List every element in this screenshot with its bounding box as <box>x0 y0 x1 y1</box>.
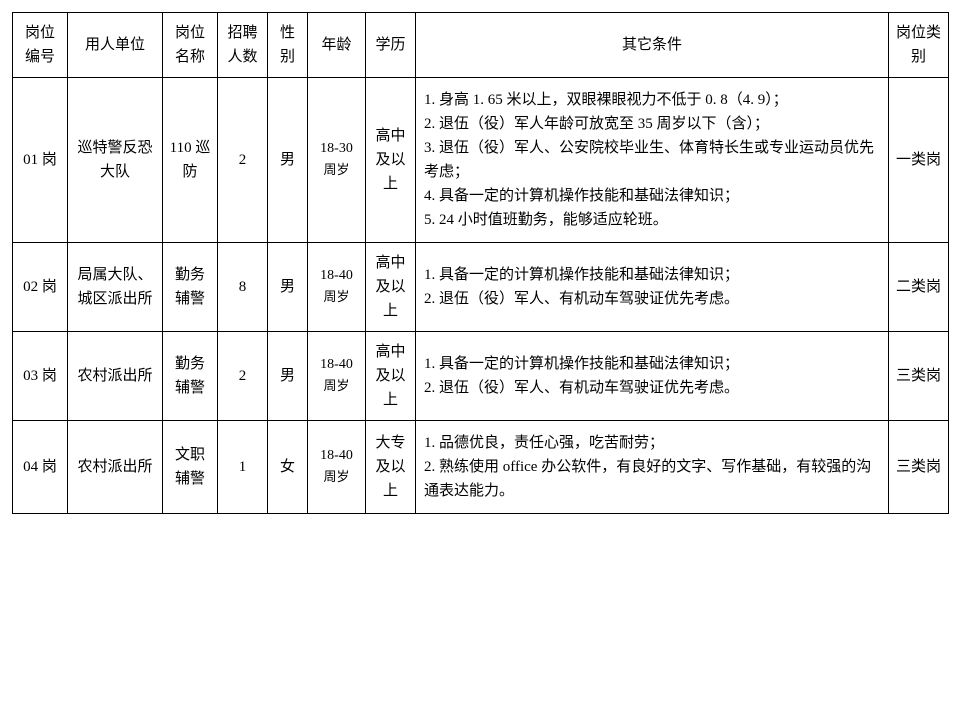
cell-gender: 男 <box>268 78 308 243</box>
table-row: 03 岗农村派出所勤务辅警2男18-40周岁高中及以上1. 具备一定的计算机操作… <box>13 332 949 421</box>
cell-category: 二类岗 <box>889 243 949 332</box>
cell-position: 勤务辅警 <box>163 243 218 332</box>
cell-other-conditions: 1. 具备一定的计算机操作技能和基础法律知识；2. 退伍（役）军人、有机动车驾驶… <box>416 332 889 421</box>
cell-gender: 男 <box>268 332 308 421</box>
cell-other-conditions: 1. 品德优良，责任心强，吃苦耐劳；2. 熟练使用 office 办公软件，有良… <box>416 421 889 514</box>
table-row: 01 岗巡特警反恐大队110 巡防2男18-30周岁高中及以上1. 身高 1. … <box>13 78 949 243</box>
header-education: 学历 <box>366 13 416 78</box>
cell-count: 2 <box>218 332 268 421</box>
cell-category: 三类岗 <box>889 421 949 514</box>
header-age: 年龄 <box>308 13 366 78</box>
header-count: 招聘人数 <box>218 13 268 78</box>
cell-category: 三类岗 <box>889 332 949 421</box>
cell-id: 01 岗 <box>13 78 68 243</box>
cell-unit: 农村派出所 <box>68 332 163 421</box>
cell-education: 高中及以上 <box>366 78 416 243</box>
recruitment-table: 岗位编号 用人单位 岗位名称 招聘人数 性别 年龄 学历 其它条件 岗位类别 0… <box>12 12 949 514</box>
table-row: 02 岗局属大队、城区派出所勤务辅警8男18-40周岁高中及以上1. 具备一定的… <box>13 243 949 332</box>
cell-other-conditions: 1. 具备一定的计算机操作技能和基础法律知识；2. 退伍（役）军人、有机动车驾驶… <box>416 243 889 332</box>
cell-education: 高中及以上 <box>366 243 416 332</box>
cell-category: 一类岗 <box>889 78 949 243</box>
cell-count: 1 <box>218 421 268 514</box>
cell-unit: 巡特警反恐大队 <box>68 78 163 243</box>
table-header-row: 岗位编号 用人单位 岗位名称 招聘人数 性别 年龄 学历 其它条件 岗位类别 <box>13 13 949 78</box>
cell-gender: 男 <box>268 243 308 332</box>
cell-age: 18-40周岁 <box>308 421 366 514</box>
cell-id: 02 岗 <box>13 243 68 332</box>
cell-position: 勤务辅警 <box>163 332 218 421</box>
header-position: 岗位名称 <box>163 13 218 78</box>
cell-age: 18-40周岁 <box>308 243 366 332</box>
cell-other-conditions: 1. 身高 1. 65 米以上，双眼裸眼视力不低于 0. 8（4. 9）；2. … <box>416 78 889 243</box>
cell-count: 2 <box>218 78 268 243</box>
cell-id: 03 岗 <box>13 332 68 421</box>
cell-education: 高中及以上 <box>366 332 416 421</box>
cell-gender: 女 <box>268 421 308 514</box>
cell-position: 110 巡防 <box>163 78 218 243</box>
header-other: 其它条件 <box>416 13 889 78</box>
cell-unit: 农村派出所 <box>68 421 163 514</box>
header-unit: 用人单位 <box>68 13 163 78</box>
cell-age: 18-30周岁 <box>308 78 366 243</box>
cell-count: 8 <box>218 243 268 332</box>
cell-age: 18-40周岁 <box>308 332 366 421</box>
header-category: 岗位类别 <box>889 13 949 78</box>
table-body: 01 岗巡特警反恐大队110 巡防2男18-30周岁高中及以上1. 身高 1. … <box>13 78 949 514</box>
header-gender: 性别 <box>268 13 308 78</box>
cell-education: 大专及以上 <box>366 421 416 514</box>
cell-unit: 局属大队、城区派出所 <box>68 243 163 332</box>
header-id: 岗位编号 <box>13 13 68 78</box>
cell-id: 04 岗 <box>13 421 68 514</box>
table-row: 04 岗农村派出所文职辅警1女18-40周岁大专及以上1. 品德优良，责任心强，… <box>13 421 949 514</box>
cell-position: 文职辅警 <box>163 421 218 514</box>
